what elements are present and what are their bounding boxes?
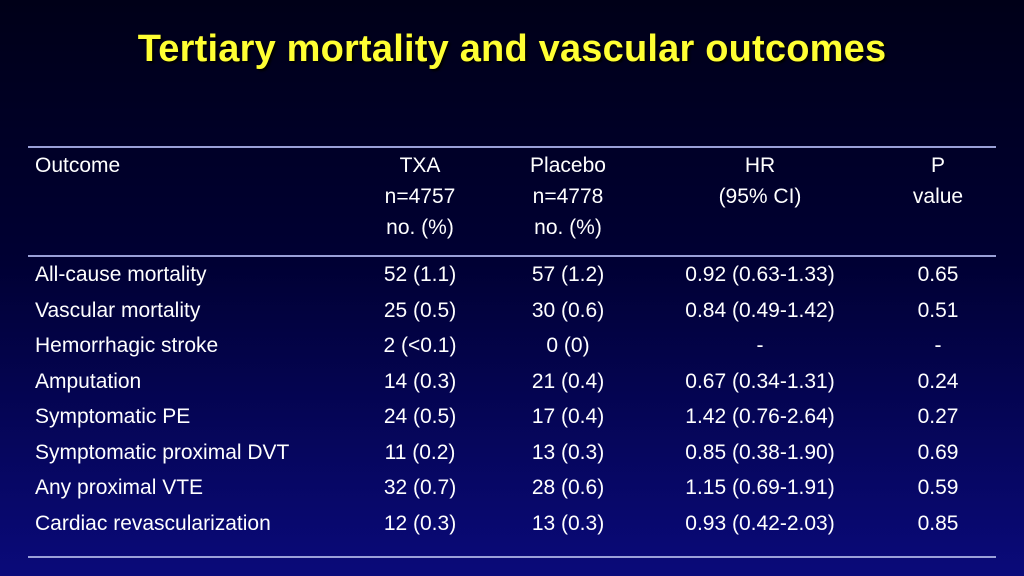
cell-p-value: 0.51 [917,298,959,322]
cell-txa: 12 (0.3) [383,511,457,535]
cell-outcome: Hemorrhagic stroke [35,334,219,357]
cell-placebo: 0 (0) [546,334,590,357]
header-placebo-line-1: Placebo [530,154,606,177]
header-txa-line-1: TXA [399,154,441,177]
cell-p-value: - [934,334,942,357]
cell-txa: 32 (0.7) [383,476,457,499]
cell-placebo: 57 (1.2) [531,263,605,286]
header-p-line-2: value [912,185,964,208]
cell-p-value: 0.27 [917,405,959,428]
cell-hr: 0.67 (0.34-1.31) [685,369,835,393]
cell-placebo: 13 (0.3) [531,440,605,464]
cell-outcome: Symptomatic proximal DVT [35,440,290,464]
table-row: Vascular mortality 25 (0.5) 30 (0.6) 0.8… [0,293,1024,329]
cell-placebo: 30 (0.6) [531,298,605,322]
table-bottom-rule [28,556,996,558]
cell-p-value: 0.65 [917,263,959,286]
table-row: All-cause mortality 52 (1.1) 57 (1.2) 0.… [0,257,1024,293]
table-header-rule [28,255,996,257]
cell-placebo: 13 (0.3) [531,511,605,535]
header-hr: HR (95% CI) [660,150,860,212]
table-row: Symptomatic proximal DVT 11 (0.2) 13 (0.… [0,435,1024,471]
header-txa-line-2: n=4757 [384,185,456,208]
cell-p-value: 0.24 [917,369,959,393]
header-placebo-line-3: no. (%) [534,216,602,239]
header-txa-line-3: no. (%) [386,216,454,239]
slide-title: Tertiary mortality and vascular outcomes [137,28,887,70]
table-row: Any proximal VTE 32 (0.7) 28 (0.6) 1.15 … [0,470,1024,506]
header-hr-line-2: (95% CI) [718,185,802,208]
header-p-value: P value [888,150,988,212]
cell-outcome: Amputation [35,369,142,393]
header-txa: TXA n=4757 no. (%) [350,150,490,243]
cell-hr: 0.84 (0.49-1.42) [685,298,835,322]
table-top-rule [28,146,996,148]
cell-txa: 11 (0.2) [384,440,456,464]
cell-hr: - [756,334,764,357]
cell-p-value: 0.59 [917,476,959,499]
cell-txa: 52 (1.1) [383,263,457,286]
cell-hr: 1.15 (0.69-1.91) [685,476,835,499]
cell-txa: 2 (<0.1) [383,334,457,357]
cell-txa: 24 (0.5) [383,405,457,428]
header-p-line-1: P [930,154,945,177]
cell-placebo: 28 (0.6) [531,476,605,499]
cell-txa: 14 (0.3) [383,369,457,393]
table-body: All-cause mortality 52 (1.1) 57 (1.2) 0.… [0,257,1024,541]
cell-hr: 0.85 (0.38-1.90) [685,440,835,464]
cell-hr: 0.93 (0.42-2.03) [685,511,835,535]
header-placebo-line-2: n=4778 [532,185,604,208]
cell-hr: 1.42 (0.76-2.64) [685,405,835,428]
header-outcome: Outcome [35,150,120,181]
cell-placebo: 21 (0.4) [531,369,605,393]
cell-outcome: Cardiac revascularization [35,511,271,535]
cell-outcome: Symptomatic PE [35,405,191,428]
table-header: Outcome TXA n=4757 no. (%) Placebo n=477… [0,150,1024,250]
table-row: Hemorrhagic stroke 2 (<0.1) 0 (0) - - [0,328,1024,364]
table-row: Amputation 14 (0.3) 21 (0.4) 0.67 (0.34-… [0,364,1024,400]
header-hr-line-1: HR [744,154,776,177]
cell-outcome: All-cause mortality [35,263,207,286]
cell-p-value: 0.85 [917,511,959,535]
header-outcome-label: Outcome [35,154,121,177]
cell-outcome: Vascular mortality [35,298,201,322]
table-row: Cardiac revascularization 12 (0.3) 13 (0… [0,506,1024,542]
table-row: Symptomatic PE 24 (0.5) 17 (0.4) 1.42 (0… [0,399,1024,435]
header-placebo: Placebo n=4778 no. (%) [498,150,638,243]
cell-p-value: 0.69 [917,440,959,464]
cell-placebo: 17 (0.4) [531,405,605,428]
cell-hr: 0.92 (0.63-1.33) [685,263,835,286]
cell-outcome: Any proximal VTE [35,476,204,499]
cell-txa: 25 (0.5) [383,298,457,322]
